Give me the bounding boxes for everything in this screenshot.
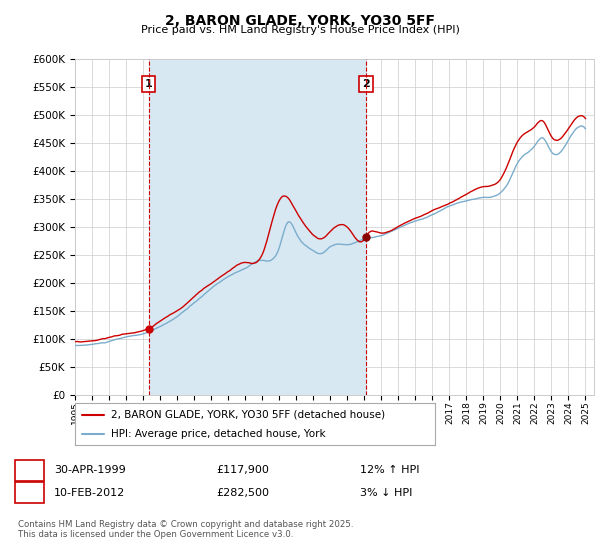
Text: Price paid vs. HM Land Registry's House Price Index (HPI): Price paid vs. HM Land Registry's House …	[140, 25, 460, 35]
Text: 10-FEB-2012: 10-FEB-2012	[54, 488, 125, 498]
Text: £117,900: £117,900	[216, 465, 269, 475]
Text: 2: 2	[362, 79, 370, 89]
Text: 2, BARON GLADE, YORK, YO30 5FF: 2, BARON GLADE, YORK, YO30 5FF	[165, 14, 435, 28]
Bar	[149, 59, 366, 395]
Text: 1: 1	[145, 79, 152, 89]
Text: £282,500: £282,500	[216, 488, 269, 498]
Text: 12% ↑ HPI: 12% ↑ HPI	[360, 465, 419, 475]
Text: HPI: Average price, detached house, York: HPI: Average price, detached house, York	[111, 429, 326, 439]
Text: 1: 1	[26, 465, 33, 475]
Text: 3% ↓ HPI: 3% ↓ HPI	[360, 488, 412, 498]
Text: 2: 2	[26, 488, 33, 498]
Text: Contains HM Land Registry data © Crown copyright and database right 2025.
This d: Contains HM Land Registry data © Crown c…	[18, 520, 353, 539]
Text: 2, BARON GLADE, YORK, YO30 5FF (detached house): 2, BARON GLADE, YORK, YO30 5FF (detached…	[111, 409, 385, 419]
Text: 30-APR-1999: 30-APR-1999	[54, 465, 126, 475]
